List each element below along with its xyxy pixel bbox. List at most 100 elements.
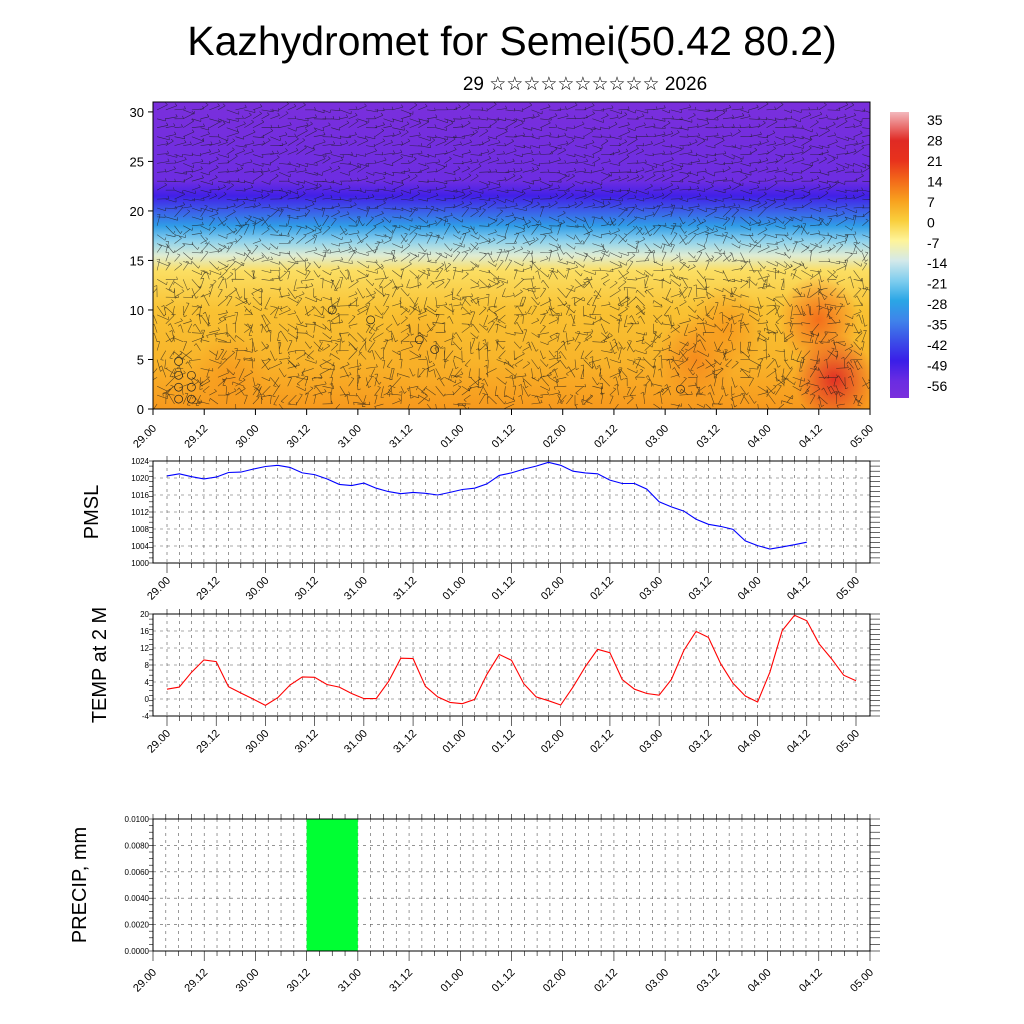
colorbar-label: -14	[927, 255, 947, 271]
x-tick-label: 02.12	[592, 423, 620, 451]
x-tick-label: 02.00	[541, 423, 569, 451]
x-tick-label: 02.00	[539, 728, 567, 756]
calm-circle	[187, 370, 196, 380]
colorbar-label: 0	[927, 214, 935, 230]
x-tick-label: 04.12	[797, 967, 825, 995]
y-tick-label: 15	[130, 253, 144, 268]
x-tick-label: 01.12	[490, 967, 518, 995]
x-tick-label: 29.12	[182, 423, 210, 451]
x-tick-label: 30.00	[244, 575, 272, 603]
y-tick-label: 1008	[131, 525, 149, 534]
x-tick-label: 29.12	[194, 575, 222, 603]
x-tick-label: 04.12	[785, 728, 813, 756]
x-tick-label: 01.12	[490, 423, 518, 451]
x-tick-label: 29.12	[182, 967, 210, 995]
x-tick-label: 30.12	[293, 728, 321, 756]
x-tick-label: 01.00	[438, 423, 466, 451]
x-axis: 29.00 29.12 30.00 30.12 31.00 31.12 01.00 01.12…	[145, 728, 862, 756]
y-tick-label: 25	[130, 154, 144, 169]
x-tick-label: 30.12	[285, 967, 313, 995]
temperature-field	[153, 102, 870, 409]
x-tick-label: 31.00	[342, 575, 370, 603]
calm-circle	[187, 382, 196, 392]
x-tick-label: 29.00	[131, 423, 159, 451]
y-tick-label: 12	[140, 644, 149, 653]
gridlines	[153, 460, 870, 564]
x-tick-label: 30.12	[285, 423, 313, 451]
x-tick-label: 30.00	[234, 967, 262, 995]
y-axis-title: PMSL	[81, 485, 103, 539]
x-tick-label: 30.00	[244, 728, 272, 756]
y-tick-label: 1016	[131, 491, 149, 500]
gridlines	[153, 613, 870, 717]
cross-section-panel: 0 5 10 15 20 25 30 29.00 29.12 30.00 30.12 31.00 31.…	[130, 101, 876, 451]
y-tick-label: 16	[140, 627, 149, 636]
y-tick-label: 20	[140, 610, 149, 619]
calm-circle	[430, 345, 440, 354]
y-tick-label: 20	[130, 204, 144, 219]
y-tick-label: 1024	[131, 457, 149, 466]
colorbar-scale	[890, 112, 909, 398]
y-tick-label: 30	[130, 105, 144, 120]
y-tick-label: 10	[130, 303, 144, 318]
y-tick-label: -4	[142, 712, 150, 721]
x-axis: 29.00 29.12 30.00 30.12 31.00 31.12 01.00 01.12…	[145, 575, 862, 603]
colorbar-label: 35	[927, 112, 943, 128]
x-tick-label: 02.12	[592, 967, 620, 995]
pmsl-line	[166, 461, 807, 550]
calm-circle	[174, 382, 183, 392]
calm-circle	[676, 384, 685, 394]
x-tick-label: 03.12	[695, 423, 723, 451]
x-axis: 29.00 29.12 30.00 30.12 31.00 31.12 01.00 01.12…	[131, 967, 876, 995]
colorbar-label: -35	[927, 317, 947, 333]
colorbar-label: 14	[927, 173, 943, 189]
x-tick-label: 03.12	[695, 967, 723, 995]
x-tick-label: 03.00	[643, 967, 671, 995]
y-tick-label: 1020	[131, 474, 149, 483]
x-tick-label: 31.12	[391, 575, 419, 603]
y-tick-label: 5	[137, 352, 144, 367]
x-tick-label: 31.12	[387, 423, 415, 451]
x-tick-label: 01.00	[438, 967, 466, 995]
calm-markers	[174, 305, 685, 404]
chart-title: Kazhydromet for Semei(50.42 80.2)	[187, 18, 837, 64]
x-tick-label: 01.12	[490, 575, 518, 603]
x-tick-label: 01.12	[490, 728, 518, 756]
y-tick-label: 4	[145, 678, 150, 687]
x-tick-label: 03.12	[687, 728, 715, 756]
y-tick-label: 0.0080	[125, 841, 150, 850]
calm-circle	[174, 394, 183, 404]
y-axis: 0 5 10 15 20 25 30	[130, 105, 153, 417]
x-tick-label: 04.12	[797, 423, 825, 451]
y-tick-label: 0.0020	[125, 921, 150, 930]
y-tick-label: 8	[145, 661, 150, 670]
x-tick-label: 01.00	[440, 575, 468, 603]
colorbar-label: -28	[927, 296, 947, 312]
y-tick-label: 1000	[131, 559, 149, 568]
x-tick-label: 01.00	[440, 728, 468, 756]
x-tick-label: 30.12	[293, 575, 321, 603]
calm-circle	[174, 357, 183, 366]
colorbar-label: 21	[927, 153, 943, 169]
x-tick-label: 02.12	[588, 575, 616, 603]
warm-region	[379, 304, 460, 395]
x-tick-label: 29.00	[145, 575, 173, 603]
y-tick-label: 1004	[131, 542, 149, 551]
x-tick-label: 31.00	[336, 967, 364, 995]
y-tick-label: 0	[145, 695, 150, 704]
x-tick-label: 29.00	[145, 728, 173, 756]
x-axis: 29.00 29.12 30.00 30.12 31.00 31.12 01.00 01.12…	[131, 409, 876, 451]
x-tick-label: 04.00	[746, 423, 774, 451]
wind-barb-field	[153, 102, 870, 409]
calm-circle	[414, 335, 424, 345]
x-tick-label: 30.00	[234, 423, 262, 451]
gridlines	[152, 818, 871, 952]
x-tick-label: 04.00	[736, 728, 764, 756]
colorbar-label: -21	[927, 276, 947, 292]
calm-circle	[366, 315, 376, 325]
y-tick-label: 0	[137, 402, 144, 417]
y-axis-title: PRECIP, mm	[69, 827, 91, 943]
x-tick-label: 29.00	[131, 967, 159, 995]
